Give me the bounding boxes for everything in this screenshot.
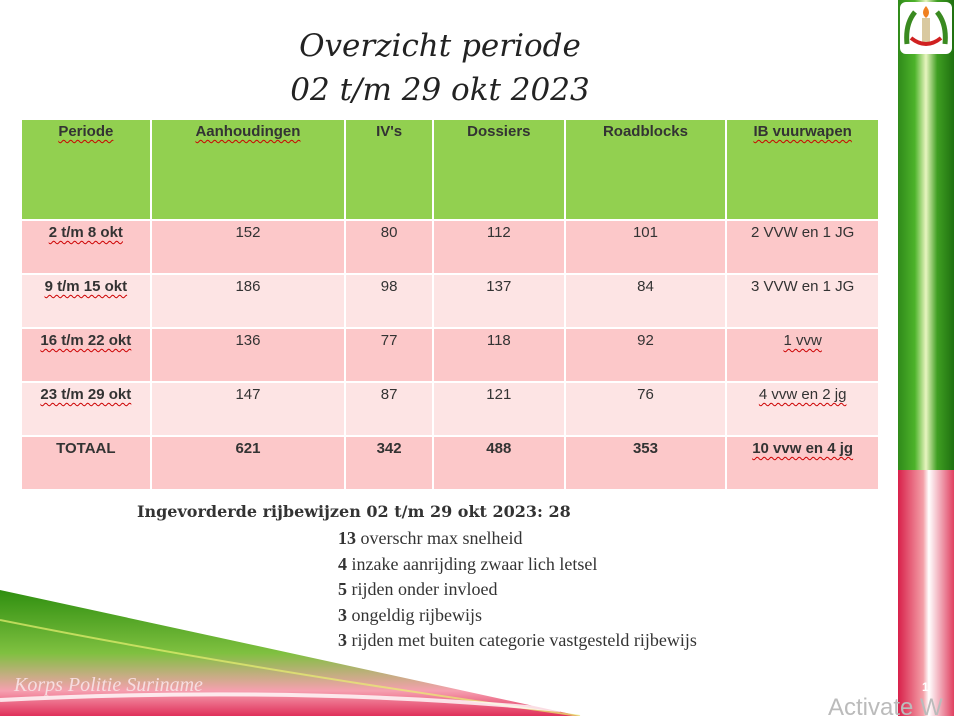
cell: 101 <box>563 219 728 275</box>
slide-number: 1 <box>922 680 929 694</box>
cell-periode: 2 t/m 8 okt <box>48 224 123 241</box>
cell: 10 vvw en 4 jg <box>752 440 854 457</box>
cell: 77 <box>344 327 434 383</box>
header-roadblocks: Roadblocks <box>563 118 728 221</box>
decorative-band <box>898 0 954 716</box>
cell: 353 <box>563 435 728 491</box>
summary-heading: Ingevorderde rijbewijzen 02 t/m 29 okt 2… <box>137 502 571 521</box>
cell: 4 vvw en 2 jg <box>758 386 847 403</box>
list-item: 3 ongeldig rijbewijs <box>338 604 482 625</box>
cell: 80 <box>344 219 434 275</box>
table-row: 23 t/m 29 okt 147 87 121 76 4 vvw en 2 j… <box>20 381 880 437</box>
table-row: 16 t/m 22 okt 136 77 118 92 1 vvw <box>20 327 880 383</box>
cell: 2 VVW en 1 JG <box>725 219 880 275</box>
decorative-swoosh <box>0 590 581 716</box>
cell: 76 <box>563 381 728 437</box>
results-table: Periode Aanhoudingen IV's Dossiers Roadb… <box>20 118 880 491</box>
header-ivs: IV's <box>344 118 434 221</box>
table-row: 9 t/m 15 okt 186 98 137 84 3 VVW en 1 JG <box>20 273 880 329</box>
list-item: 3 rijden met buiten categorie vastgestel… <box>338 630 697 650</box>
cell: 87 <box>344 381 434 437</box>
table-header-row: Periode Aanhoudingen IV's Dossiers Roadb… <box>20 118 880 221</box>
cell-periode: 23 t/m 29 okt <box>40 386 132 403</box>
list-item: 5 rijden onder invloed <box>338 579 498 599</box>
list-item: 4 inzake aanrijding zwaar lich letsel <box>338 553 598 574</box>
cell-periode: 16 t/m 22 okt <box>40 332 132 349</box>
table-total-row: TOTAAL 621 342 488 353 10 vvw en 4 jg <box>20 435 880 491</box>
header-periode: Periode <box>20 118 152 221</box>
cell: 84 <box>563 273 728 329</box>
header-dossiers: Dossiers <box>431 118 566 221</box>
breakdown-list: 13 overschr max snelheid 4 inzake aanrij… <box>338 526 697 654</box>
table-row: 2 t/m 8 okt 152 80 112 101 2 VVW en 1 JG <box>20 219 880 275</box>
footer-organization: Korps Politie Suriname <box>14 674 203 696</box>
cell: 621 <box>149 435 347 491</box>
activation-watermark: Activate W <box>828 694 943 721</box>
cell: 121 <box>431 381 566 437</box>
header-ib-vuurwapen: IB vuurwapen <box>725 118 880 221</box>
cell-totaal: TOTAAL <box>20 435 152 491</box>
cell: 137 <box>431 273 566 329</box>
police-emblem-logo <box>900 2 952 54</box>
cell: 147 <box>149 381 347 437</box>
cell: 112 <box>431 219 566 275</box>
cell: 152 <box>149 219 347 275</box>
cell: 98 <box>344 273 434 329</box>
cell: 92 <box>563 327 728 383</box>
cell: 488 <box>431 435 566 491</box>
cell: 136 <box>149 327 347 383</box>
cell: 342 <box>344 435 434 491</box>
list-item: 13 overschr max snelheid <box>338 528 523 548</box>
slide-title-line1: Overzicht periode <box>299 28 581 64</box>
slide-title-line2: 02 t/m 29 okt 2023 <box>290 72 590 108</box>
cell-periode: 9 t/m 15 okt <box>44 278 128 295</box>
cell: 118 <box>431 327 566 383</box>
cell: 3 VVW en 1 JG <box>725 273 880 329</box>
cell: 1 vvw <box>783 332 822 349</box>
cell: 186 <box>149 273 347 329</box>
header-aanhoudingen: Aanhoudingen <box>149 118 347 221</box>
